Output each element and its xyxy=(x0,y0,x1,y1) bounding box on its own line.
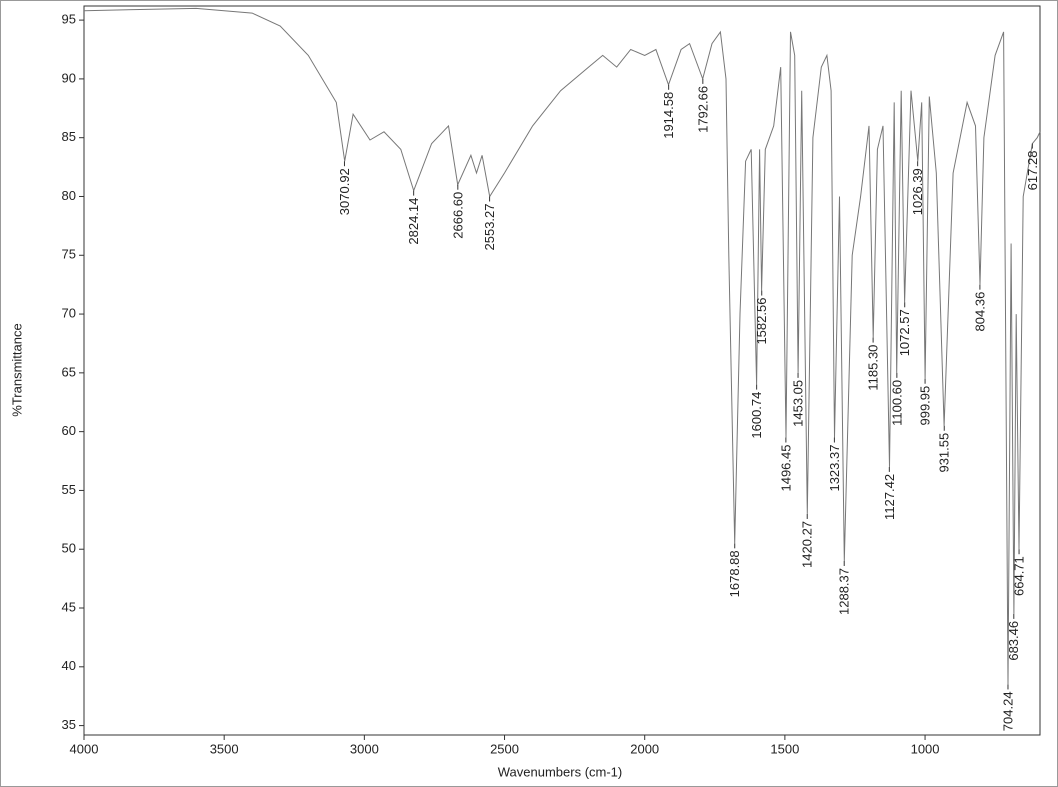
peak-label: 1678.88 xyxy=(727,550,742,597)
peak-label: 1026.39 xyxy=(910,168,925,215)
peak-label: 1792.66 xyxy=(695,86,710,133)
y-tick-label: 80 xyxy=(62,188,76,203)
y-tick-label: 65 xyxy=(62,364,76,379)
y-tick-label: 95 xyxy=(62,12,76,27)
spectrum-line xyxy=(83,7,1041,685)
peak-label: 1185.30 xyxy=(866,345,881,391)
peak-label: 664.71 xyxy=(1011,556,1026,596)
plot-frame xyxy=(83,5,1041,736)
peak-label: 931.55 xyxy=(937,433,952,473)
peak-label: 617.28 xyxy=(1025,151,1040,191)
peak-label: 3070.92 xyxy=(337,168,352,215)
y-tick-label: 75 xyxy=(62,247,76,262)
peak-label: 704.24 xyxy=(1000,691,1015,731)
peak-label: 1100.60 xyxy=(889,380,904,426)
peak-label: 1323.37 xyxy=(827,445,842,492)
y-tick-label: 50 xyxy=(62,541,76,556)
peak-label: 1914.58 xyxy=(661,92,676,139)
y-tick-label: 90 xyxy=(62,70,76,85)
peak-label: 2666.60 xyxy=(450,192,465,239)
y-axis-title: %Transmittance xyxy=(9,323,24,416)
peak-label: 1420.27 xyxy=(800,521,815,568)
x-tick-label: 3000 xyxy=(350,741,379,756)
peak-label: 1582.56 xyxy=(754,298,769,345)
peak-label: 683.46 xyxy=(1006,621,1021,661)
y-tick-label: 60 xyxy=(62,423,76,438)
x-tick-label: 4000 xyxy=(70,741,99,756)
peak-label: 1496.45 xyxy=(778,445,793,492)
peak-label: 1127.42 xyxy=(882,474,897,520)
y-tick-label: 55 xyxy=(62,482,76,497)
x-tick-label: 1000 xyxy=(911,741,940,756)
x-tick-label: 3500 xyxy=(210,741,239,756)
y-tick-label: 35 xyxy=(62,717,76,732)
y-tick-label: 45 xyxy=(62,599,76,614)
peak-label: 804.36 xyxy=(972,292,987,332)
peak-label: 2824.14 xyxy=(406,198,421,245)
y-tick-label: 85 xyxy=(62,129,76,144)
peak-label: 1453.05 xyxy=(790,380,805,427)
peak-label: 1072.57 xyxy=(897,309,912,356)
peak-label: 1600.74 xyxy=(749,392,764,439)
x-tick-label: 2000 xyxy=(630,741,659,756)
x-tick-label: 2500 xyxy=(490,741,519,756)
x-tick-label: 1500 xyxy=(770,741,799,756)
peak-label: 2553.27 xyxy=(482,203,497,250)
y-tick-label: 40 xyxy=(62,658,76,673)
peak-label: 999.95 xyxy=(918,386,933,426)
peak-label: 1288.37 xyxy=(837,568,852,615)
x-axis-title: Wavenumbers (cm-1) xyxy=(498,764,622,779)
y-tick-label: 70 xyxy=(62,305,76,320)
